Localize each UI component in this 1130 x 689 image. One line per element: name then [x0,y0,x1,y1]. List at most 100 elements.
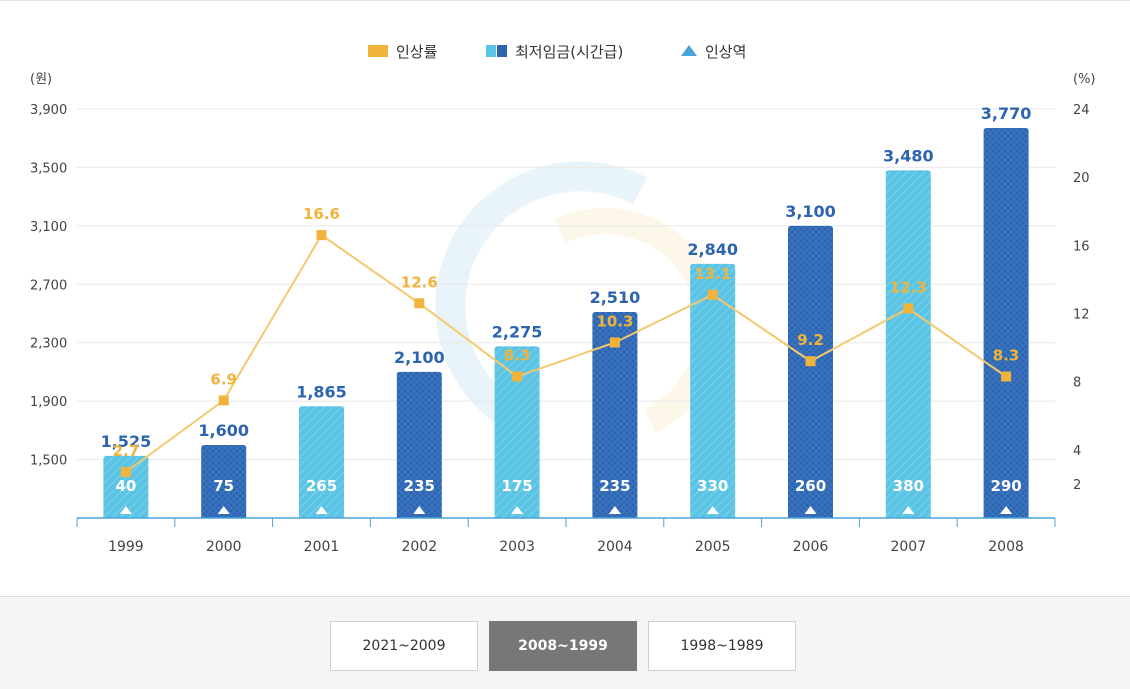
y-left-unit-label: (원) [30,72,52,87]
legend-label-0: 인상률 [396,43,438,61]
increase-triangle-icon [413,506,426,514]
wage-bar-2005 [690,263,736,518]
increase-triangle-icon [608,506,621,514]
y-right-tick-label: 20 [1073,171,1090,186]
increase-amount-label: 260 [795,477,826,495]
rate-point-1999 [120,466,131,477]
y-left-tick-label: 1,500 [30,454,67,469]
wage-bar-2003 [494,346,540,518]
y-right-tick-label: 24 [1073,103,1090,118]
wage-value-label: 2,275 [492,322,543,341]
wage-value-label: 2,510 [590,288,641,307]
increase-amount-label: 40 [115,477,136,495]
wage-value-label: 1,525 [101,432,152,451]
rate-point-2008 [1001,371,1012,382]
rate-point-2001 [316,230,327,241]
wage-value-label: 2,840 [687,240,738,259]
range-button-1998-1989[interactable]: 1998~1989 [648,621,796,671]
increase-amount-label: 75 [213,477,234,495]
rate-value-label: 16.6 [303,205,340,223]
increase-amount-label: 265 [306,477,337,495]
rate-value-label: 10.3 [596,312,633,330]
increase-amount-label: 380 [893,477,924,495]
x-tick-label-2004: 2004 [597,539,633,555]
increase-triangle-icon [217,506,230,514]
x-tick-label-2002: 2002 [401,539,437,555]
rate-value-label: 6.9 [210,370,237,388]
chart-panel: 인상률 최저임금(시간급) 인상역 (원) (%) 1,500 1,900 2,300 2,7… [0,0,1130,555]
increase-triangle-icon [1000,506,1013,514]
increase-amount-label: 235 [599,477,630,495]
increase-triangle-icon [119,506,132,514]
increase-amount-label: 235 [404,477,435,495]
increase-triangle-icon [706,506,719,514]
wage-bar-2007 [885,170,931,518]
rate-value-label: 8.3 [504,347,531,365]
wage-bar-2006 [788,225,833,518]
wage-bar-1999 [103,455,149,518]
rate-value-label: 12.3 [890,278,927,296]
watermark-logo [435,161,724,435]
wage-value-label: 1,600 [198,421,249,440]
range-selector: 2021~2009 2008~1999 1998~1989 [0,596,1130,689]
increase-triangle-icon [804,506,817,514]
wage-bar-2008 [983,127,1029,518]
y-left-tick-label: 2,700 [30,278,67,293]
wage-value-label: 3,480 [883,146,934,165]
wage-bar-2002 [396,371,442,518]
increase-triangle-icon [902,506,915,514]
wage-bar-2001 [299,406,344,518]
y-right-tick-label: 16 [1073,239,1090,254]
rate-value-label: 8.3 [993,347,1020,365]
increase-triangle-icon [315,506,328,514]
x-tick-label-2000: 2000 [206,539,242,555]
y-left-tick-label: 3,100 [30,220,67,235]
legend-marker-rate-icon [368,45,388,57]
legend-item-1: 최저임금(시간급) [486,43,623,61]
legend-label-1: 최저임금(시간급) [515,43,623,61]
rate-point-2002 [414,298,425,309]
x-tick-label-2005: 2005 [695,539,731,555]
y-right-tick-label: 12 [1073,308,1090,323]
y-right-tick-label: 2 [1073,478,1081,493]
wage-value-label: 1,865 [296,382,347,401]
rate-point-2007 [903,303,914,314]
increase-triangle-icon [511,506,524,514]
y-right-tick-label: 4 [1073,444,1081,459]
y-left-tick-label: 1,900 [30,395,67,410]
x-tick-label-1999: 1999 [108,539,144,555]
rate-value-label: 9.2 [797,331,824,349]
wage-bar-2004 [592,312,638,518]
x-tick-label-2001: 2001 [304,539,340,555]
increase-amount-label: 330 [697,477,728,495]
minimum-wage-chart: 인상률 최저임금(시간급) 인상역 (원) (%) 1,500 1,900 2,300 2,7… [30,43,1096,555]
x-tick-label-2006: 2006 [793,539,829,555]
rate-value-label: 2.7 [113,442,140,460]
x-tick-label-2007: 2007 [890,539,926,555]
range-button-2021-2009[interactable]: 2021~2009 [330,621,478,671]
y-left-tick-label: 3,900 [30,103,67,118]
wage-bar-2000 [201,444,247,518]
rate-point-2004 [609,337,620,348]
range-button-2008-1999[interactable]: 2008~1999 [489,621,637,671]
legend-marker-increase-triangle-icon [681,45,697,56]
wage-value-label: 3,770 [981,104,1032,123]
increase-amount-label: 175 [501,477,532,495]
wage-value-label: 3,100 [785,202,836,221]
y-right-unit-label: (%) [1073,72,1096,87]
increase-amount-label: 290 [990,477,1021,495]
y-left-tick-label: 2,300 [30,337,67,352]
x-tick-label-2003: 2003 [499,539,535,555]
legend-item-0: 인상률 [368,43,438,61]
legend-label-2: 인상역 [705,43,746,61]
wage-value-label: 2,100 [394,348,445,367]
x-tick-label-2008: 2008 [988,539,1024,555]
rate-line [125,233,1007,473]
rate-point-2005 [707,289,718,300]
legend-item-2: 인상역 [681,43,746,61]
rate-point-2003 [512,371,523,382]
legend-marker-wage-dark-icon [497,45,507,57]
rate-value-label: 12.6 [401,273,438,291]
rate-point-2006 [805,356,816,367]
